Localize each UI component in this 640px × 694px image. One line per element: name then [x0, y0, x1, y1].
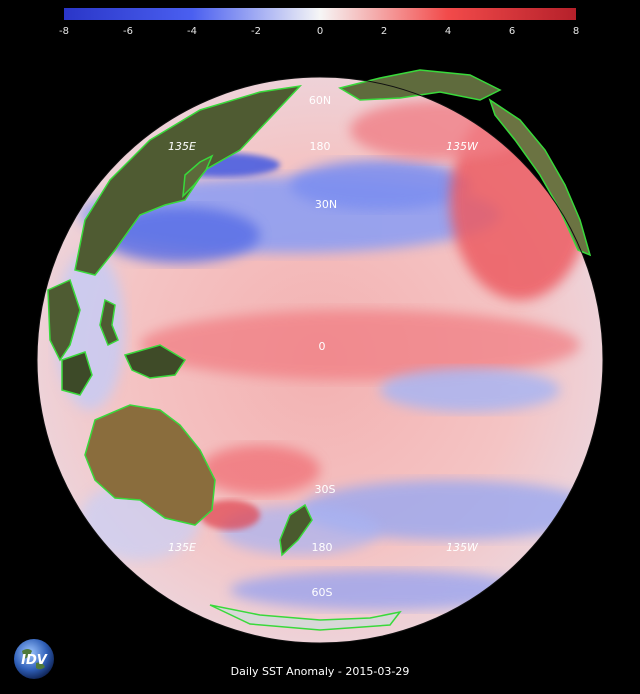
australia-land — [84, 404, 216, 526]
colorbar-tick: -8 — [59, 26, 69, 37]
colorbar-tick: 6 — [508, 26, 516, 37]
lon-label-135w-south: 135W — [446, 541, 479, 554]
colorbar-tick: 2 — [380, 26, 388, 37]
colorbar — [64, 8, 576, 20]
borneo-land — [61, 351, 93, 396]
lat-label-30s: 30S — [315, 483, 336, 496]
colorbar-tick: 4 — [444, 26, 452, 37]
colorbar-tick: 8 — [572, 26, 580, 37]
landmasses — [47, 69, 592, 631]
antarctica-land — [209, 604, 402, 631]
colorbar-tick: -4 — [187, 26, 197, 37]
earth-globe-icon: IDV — [14, 639, 54, 679]
philippines-land — [99, 298, 119, 347]
lon-label-135e-south: 135E — [168, 541, 196, 554]
colorbar-tick: -2 — [251, 26, 261, 37]
new-zealand-land — [279, 503, 313, 557]
colorbar-tick: -6 — [123, 26, 133, 37]
lat-label-60s: 60S — [312, 586, 333, 599]
north-america-land — [488, 98, 592, 257]
indochina-land — [47, 278, 81, 362]
alaska-land — [338, 69, 502, 101]
lon-label-180-south: 180 — [312, 541, 333, 554]
new-guinea-land — [123, 344, 187, 379]
map-caption: Daily SST Anomaly - 2015-03-29 — [230, 665, 410, 678]
lat-label-30n: 30N — [315, 198, 337, 211]
lon-label-135e-north: 135E — [168, 140, 196, 153]
lon-label-135w-north: 135W — [446, 140, 479, 153]
colorbar-tick: 0 — [316, 26, 324, 37]
idv-logo-text: IDV — [21, 653, 48, 668]
japan-land — [182, 154, 214, 199]
lon-label-180-north: 180 — [310, 140, 331, 153]
lat-label-60n: 60N — [309, 94, 331, 107]
lat-label-equator: 0 — [319, 340, 326, 353]
globe-outline — [36, 76, 604, 644]
